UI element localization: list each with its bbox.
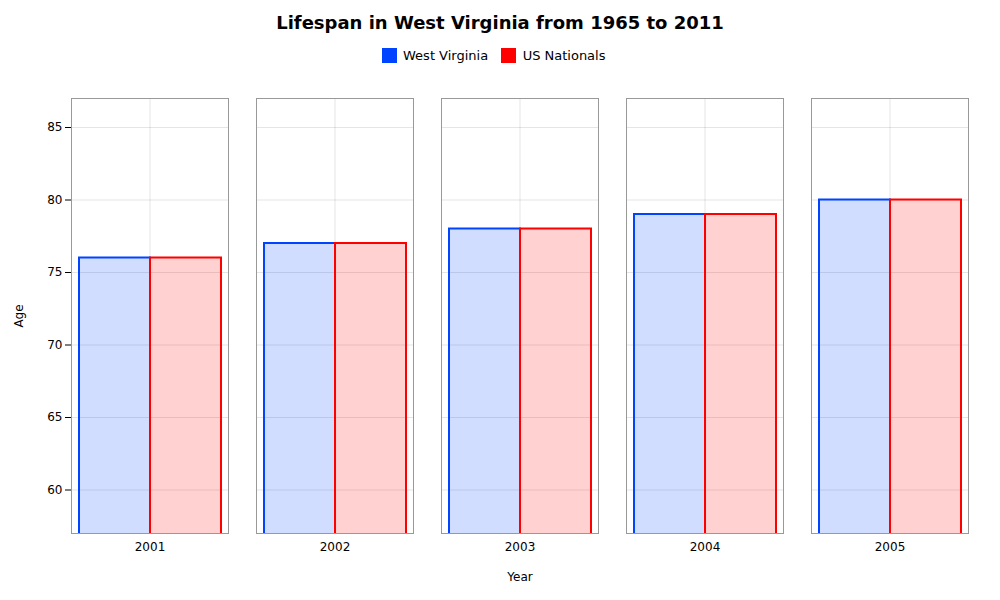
html-text:Lifespan in West Virginia from: Lifespan in West Virginia from 1965 to 2… [276,12,724,33]
svg-text:2005: 2005 [875,540,906,554]
svg-text:2001: 2001 [135,540,166,554]
svg-text:60: 60 [47,482,62,496]
html-text:West Virginia: West Virginia [403,48,489,63]
svg-text:85: 85 [47,120,62,134]
svg-text:2002: 2002 [320,540,351,554]
svg-text:2004: 2004 [690,540,721,554]
svg-text:70: 70 [47,337,62,351]
svg-text:65: 65 [47,410,62,424]
svg-text:75: 75 [47,265,62,279]
svg-text:2003: 2003 [505,540,536,554]
svg-text:Age: Age [12,304,26,327]
svg-text:Year: Year [506,569,532,583]
svg-text:80: 80 [47,192,62,206]
html-text:US Nationals: US Nationals [522,48,606,63]
